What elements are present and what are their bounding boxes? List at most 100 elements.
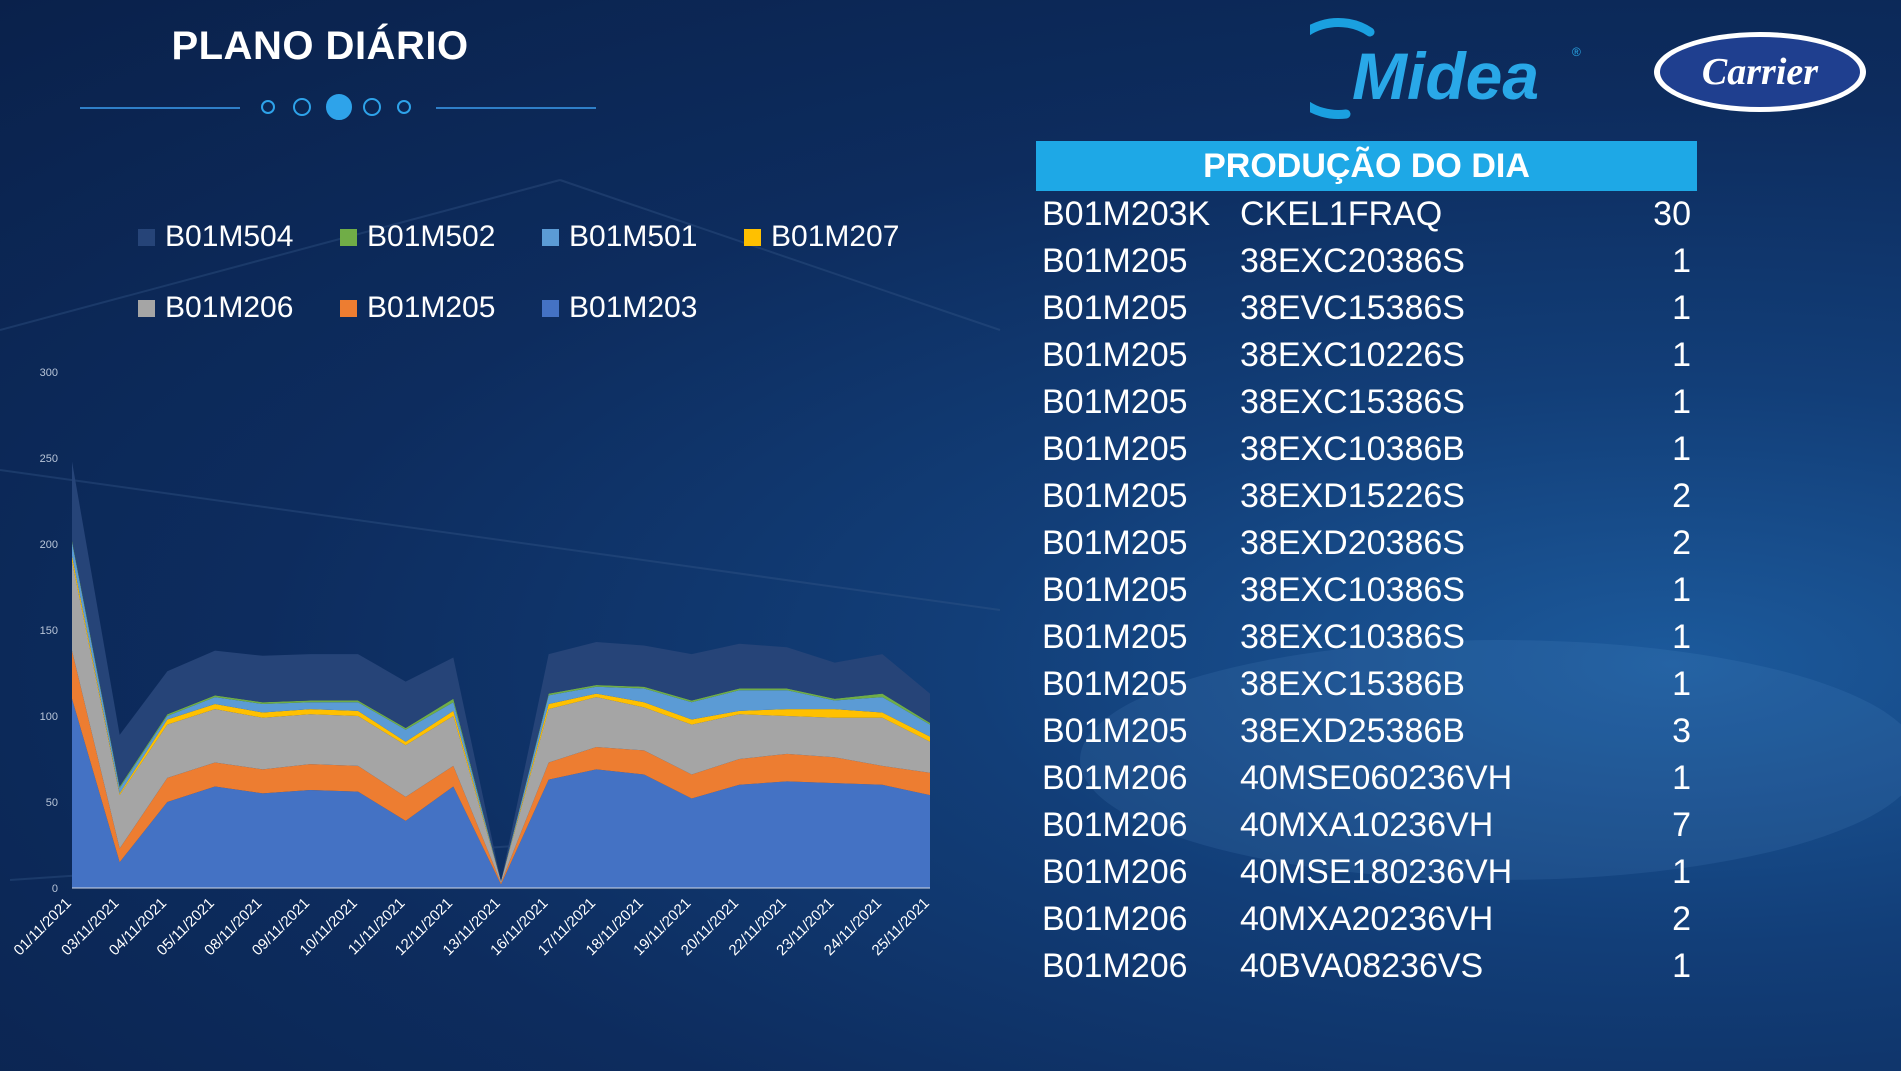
row-model: 38EXD15226S	[1240, 477, 1465, 515]
table-row: B01M206 40MSE180236VH 1	[1036, 849, 1697, 896]
series-area-b01m203	[72, 698, 930, 888]
row-code: B01M206	[1042, 806, 1188, 844]
row-qty: 1	[1672, 242, 1691, 280]
y-tick-label: 250	[40, 453, 58, 465]
series-area-b01m504	[72, 461, 930, 882]
legend-swatch	[340, 228, 357, 246]
page-dot[interactable]	[397, 100, 411, 114]
row-qty: 2	[1672, 900, 1691, 938]
row-code: B01M206	[1042, 900, 1188, 938]
page-indicator	[256, 92, 426, 122]
y-tick-label: 200	[40, 539, 58, 551]
row-code: B01M205	[1042, 242, 1188, 280]
table-row: B01M205 38EXD20386S 2	[1036, 520, 1697, 567]
row-code: B01M205	[1042, 430, 1188, 468]
row-model: 38EXC10386S	[1240, 571, 1465, 609]
table-row: B01M205 38EXC15386B 1	[1036, 661, 1697, 708]
legend-label: B01M206	[165, 291, 294, 324]
row-code: B01M205	[1042, 336, 1188, 374]
row-model: 38EXC10226S	[1240, 336, 1465, 374]
row-model: 40BVA08236VS	[1240, 947, 1484, 985]
table-row: B01M206 40MSE060236VH 1	[1036, 755, 1697, 802]
table-row: B01M205 38EXC10226S 1	[1036, 332, 1697, 379]
table-row: B01M203K CKEL1FRAQ 30	[1036, 191, 1697, 238]
table-row: B01M205 38EXD25386B 3	[1036, 708, 1697, 755]
legend-item: B01M205	[340, 291, 495, 325]
row-model: 38EVC15386S	[1240, 289, 1465, 327]
table-row: B01M206 40MXA10236VH 7	[1036, 802, 1697, 849]
legend-label: B01M205	[367, 291, 496, 324]
midea-logo: Midea ®	[1310, 18, 1581, 119]
svg-text:®: ®	[1572, 45, 1581, 59]
row-model: 40MSE180236VH	[1240, 853, 1513, 891]
table-row: B01M206 40BVA08236VS 1	[1036, 943, 1697, 990]
y-tick-label: 150	[40, 625, 58, 637]
legend-item: B01M206	[138, 291, 293, 325]
row-qty: 2	[1672, 524, 1691, 562]
table-row: B01M205 38EXC20386S 1	[1036, 238, 1697, 285]
table-row: B01M205 38EXC10386S 1	[1036, 614, 1697, 661]
row-model: 40MSE060236VH	[1240, 759, 1513, 797]
row-qty: 2	[1672, 477, 1691, 515]
row-model: 38EXC10386S	[1240, 618, 1465, 656]
stacked-area-chart: 05010015020025030001/11/202103/11/202104…	[11, 367, 933, 959]
page-title: PLANO DIÁRIO	[171, 24, 469, 68]
row-model: 38EXC15386B	[1240, 665, 1465, 703]
row-code: B01M205	[1042, 524, 1188, 562]
carrier-wordmark: Carrier	[1702, 51, 1819, 93]
row-model: CKEL1FRAQ	[1240, 195, 1443, 233]
series-area-b01m206	[72, 561, 930, 883]
midea-wordmark: Midea	[1352, 39, 1539, 113]
production-header: PRODUÇÃO DO DIA	[1036, 141, 1697, 191]
legend-label: B01M207	[771, 220, 900, 253]
row-qty: 1	[1672, 665, 1691, 703]
row-qty: 1	[1672, 759, 1691, 797]
page-dot[interactable]	[261, 100, 275, 114]
row-qty: 30	[1653, 195, 1691, 233]
legend-swatch	[340, 299, 357, 317]
production-table: B01M203K CKEL1FRAQ 30 B01M205 38EXC20386S 1 …	[1036, 191, 1697, 990]
y-tick-label: 300	[40, 367, 58, 379]
legend-swatch	[542, 299, 559, 317]
row-model: 38EXD20386S	[1240, 524, 1465, 562]
row-code: B01M206	[1042, 853, 1188, 891]
series-area-b01m205	[72, 650, 930, 885]
y-tick-label: 50	[46, 797, 58, 809]
title-divider-left	[80, 107, 240, 109]
row-qty: 1	[1672, 383, 1691, 421]
row-qty: 1	[1672, 947, 1691, 985]
row-qty: 3	[1672, 712, 1691, 750]
row-qty: 1	[1672, 430, 1691, 468]
page-dot[interactable]	[363, 98, 381, 116]
row-qty: 1	[1672, 618, 1691, 656]
row-code: B01M205	[1042, 383, 1188, 421]
page-dot-active[interactable]	[326, 94, 352, 120]
page-dot[interactable]	[293, 98, 311, 116]
legend-label: B01M501	[569, 220, 698, 253]
legend-item: B01M502	[340, 220, 495, 254]
legend-item: B01M504	[138, 220, 293, 254]
legend-swatch	[542, 228, 559, 246]
row-code: B01M206	[1042, 947, 1188, 985]
legend-item: B01M203	[542, 291, 697, 325]
table-row: B01M205 38EXD15226S 2	[1036, 473, 1697, 520]
row-code: B01M205	[1042, 289, 1188, 327]
row-code: B01M205	[1042, 712, 1188, 750]
row-code: B01M205	[1042, 477, 1188, 515]
legend-label: B01M203	[569, 291, 698, 324]
row-code: B01M205	[1042, 571, 1188, 609]
legend-label: B01M502	[367, 220, 496, 253]
table-row: B01M205 38EXC10386S 1	[1036, 567, 1697, 614]
row-model: 38EXC10386B	[1240, 430, 1465, 468]
row-code: B01M205	[1042, 618, 1188, 656]
row-model: 40MXA20236VH	[1240, 900, 1494, 938]
y-tick-label: 100	[40, 711, 58, 723]
legend-swatch	[138, 228, 155, 246]
title-divider-right	[436, 107, 596, 109]
legend-label: B01M504	[165, 220, 294, 253]
row-qty: 1	[1672, 336, 1691, 374]
table-row: B01M205 38EXC15386S 1	[1036, 379, 1697, 426]
legend-item: B01M501	[542, 220, 697, 254]
table-row: B01M206 40MXA20236VH 2	[1036, 896, 1697, 943]
table-row: B01M205 38EXC10386B 1	[1036, 426, 1697, 473]
